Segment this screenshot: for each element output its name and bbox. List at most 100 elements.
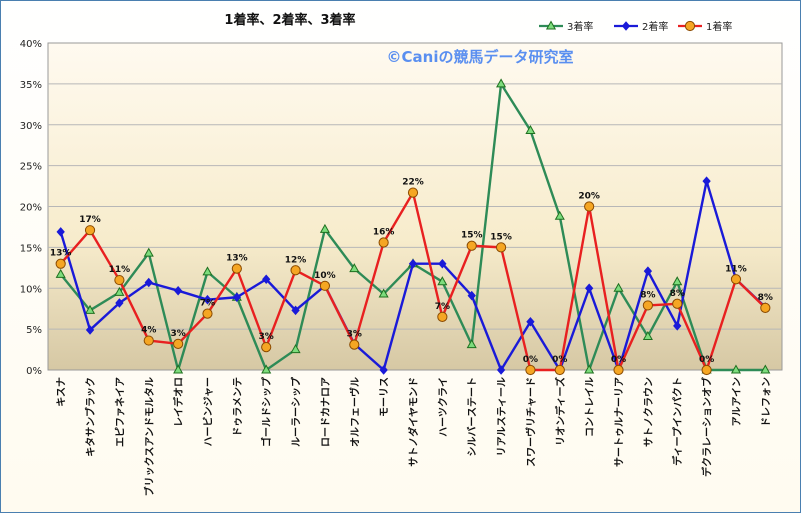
y-tick-label: 10% bbox=[20, 284, 42, 295]
legend-item: 3着率 bbox=[539, 20, 593, 33]
x-tick-label: レイデオロ bbox=[172, 377, 185, 427]
x-tick-label: コントレイル bbox=[584, 377, 596, 437]
x-tick-label: リオンディーズ bbox=[554, 377, 567, 446]
legend: 3着率 2着率 1着率 bbox=[539, 20, 732, 33]
point-3rd bbox=[496, 78, 507, 88]
point-1st bbox=[613, 364, 624, 376]
chart-title: 1着率、2着率、3着率 bbox=[224, 12, 355, 28]
point-2nd bbox=[232, 292, 242, 303]
point-3rd bbox=[437, 276, 448, 286]
data-label: 8% bbox=[670, 289, 685, 299]
point-1st bbox=[261, 342, 272, 353]
point-3rd bbox=[114, 286, 125, 296]
x-tick-label: サトノダイヤモンド bbox=[407, 377, 420, 467]
data-label: 8% bbox=[640, 290, 655, 300]
x-tick-label: キタサンブラック bbox=[84, 377, 97, 457]
data-label: 16% bbox=[373, 227, 395, 237]
point-1st bbox=[290, 265, 301, 276]
point-2nd bbox=[291, 305, 300, 316]
point-2nd bbox=[702, 176, 711, 186]
point-2nd bbox=[85, 325, 95, 335]
point-3rd bbox=[545, 20, 557, 30]
x-tick-label: デクラレーションオブ bbox=[701, 377, 714, 477]
point-2nd bbox=[203, 294, 212, 305]
data-label: 3% bbox=[170, 329, 185, 339]
point-3rd bbox=[554, 210, 565, 220]
point-1st bbox=[231, 263, 242, 274]
series-layer bbox=[55, 78, 771, 376]
point-1st bbox=[143, 335, 154, 346]
y-tick-label: 40% bbox=[20, 39, 42, 50]
data-label: 11% bbox=[109, 265, 131, 275]
point-3rd bbox=[173, 364, 184, 374]
legend-label: 2着率 bbox=[642, 20, 668, 33]
y-tick-label: 5% bbox=[26, 325, 42, 336]
y-tick-label: 0% bbox=[26, 366, 42, 377]
x-tick-label: シルバーステート bbox=[467, 377, 479, 457]
x-tick-label: ドレフォン bbox=[760, 377, 772, 427]
data-label: 17% bbox=[79, 215, 101, 225]
point-1st bbox=[730, 274, 742, 285]
y-tick-label: 15% bbox=[20, 243, 42, 254]
watermark: ©Caniの競馬データ研究室 bbox=[387, 48, 574, 66]
legend-item: 1着率 bbox=[678, 20, 732, 33]
data-label: 10% bbox=[314, 271, 336, 281]
point-3rd bbox=[613, 282, 624, 292]
point-3rd bbox=[760, 364, 771, 374]
point-1st bbox=[495, 242, 507, 253]
x-tick-label: ロードカナロア bbox=[320, 377, 332, 447]
point-1st bbox=[349, 339, 360, 350]
data-label: 13% bbox=[226, 254, 248, 264]
point-1st bbox=[701, 364, 712, 376]
legend-label: 3着率 bbox=[567, 20, 593, 33]
point-1st bbox=[378, 237, 389, 248]
point-2nd bbox=[673, 321, 682, 331]
data-label: 0% bbox=[552, 355, 567, 365]
data-label: 7% bbox=[200, 299, 215, 309]
data-label: 15% bbox=[461, 231, 483, 241]
x-tick-label: ディープインパクト bbox=[671, 377, 684, 466]
y-tick-label: 25% bbox=[20, 162, 42, 173]
point-3rd bbox=[584, 364, 595, 374]
y-axis: 0% 5% 10% 15% 20% 25% 30% 35% 40% bbox=[20, 39, 42, 377]
point-1st bbox=[584, 201, 595, 212]
point-3rd bbox=[642, 330, 653, 340]
x-tick-label: サトノクラウン bbox=[643, 377, 655, 447]
point-3rd bbox=[525, 124, 536, 134]
point-1st bbox=[407, 187, 419, 198]
y-tick-label: 30% bbox=[20, 121, 42, 132]
x-axis: キスナ キタサンブラック エピファネイア ブリックスアンドモルタル レイデオロ ハービンジ… bbox=[56, 376, 773, 496]
point-1st bbox=[760, 302, 771, 313]
point-2nd bbox=[584, 283, 594, 294]
y-tick-label: 35% bbox=[20, 80, 42, 91]
point-1st bbox=[554, 364, 565, 376]
series-circle bbox=[55, 187, 771, 376]
x-tick-label: ゴールドシップ bbox=[260, 376, 273, 447]
point-3rd bbox=[143, 247, 154, 257]
point-2nd bbox=[144, 277, 153, 288]
data-label: 8% bbox=[758, 293, 773, 303]
y-tick-label: 20% bbox=[20, 203, 42, 214]
point-2nd bbox=[643, 266, 653, 276]
data-label: 3% bbox=[347, 330, 362, 340]
data-label: 7% bbox=[435, 302, 450, 312]
point-1st bbox=[202, 308, 213, 319]
x-tick-label: ハーツクライ bbox=[437, 377, 449, 437]
data-label: 0% bbox=[611, 355, 626, 365]
data-labels: 13% 17% 11% 4% 3% 7% 13% 3% 12% 10% 3% 16% 22% 7% 15% 1… bbox=[50, 178, 773, 365]
point-1st bbox=[525, 364, 536, 376]
x-tick-label: キスナ bbox=[56, 377, 68, 407]
point-1st bbox=[319, 280, 331, 291]
point-2nd bbox=[408, 258, 418, 269]
point-3rd bbox=[55, 268, 66, 278]
data-label: 12% bbox=[285, 255, 307, 265]
x-tick-label: ブリックスアンドモルタル bbox=[143, 377, 156, 496]
point-1st bbox=[55, 258, 66, 269]
point-3rd bbox=[290, 344, 301, 354]
x-tick-label: サートゥルナーリア bbox=[614, 377, 626, 467]
point-2nd bbox=[621, 21, 631, 31]
point-2nd bbox=[496, 365, 506, 375]
point-2nd bbox=[56, 227, 65, 237]
point-1st bbox=[84, 225, 96, 236]
x-tick-label: ハービンジャー bbox=[201, 377, 214, 447]
